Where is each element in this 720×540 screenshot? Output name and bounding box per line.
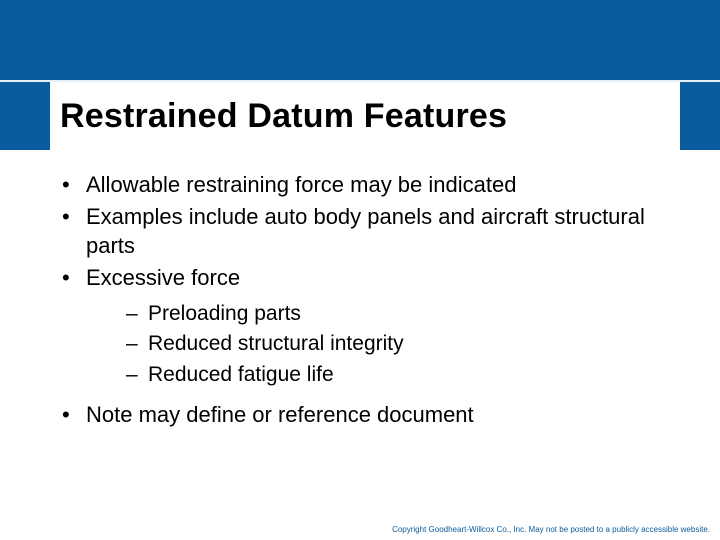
sub-bullet-item: Preloading parts xyxy=(126,299,680,329)
bullet-item: Note may define or reference document xyxy=(60,400,680,430)
copyright-footer: Copyright Goodheart-Willcox Co., Inc. Ma… xyxy=(392,525,710,534)
sub-bullet-text: Preloading parts xyxy=(148,302,301,325)
bullet-item: Allowable restraining force may be indic… xyxy=(60,170,680,200)
bullet-text: Allowable restraining force may be indic… xyxy=(86,172,516,197)
slide-body: Allowable restraining force may be indic… xyxy=(60,170,680,432)
bullet-text: Examples include auto body panels and ai… xyxy=(86,204,645,259)
slide-header: Restrained Datum Features xyxy=(0,0,720,150)
sub-bullet-item: Reduced structural integrity xyxy=(126,329,680,359)
sub-bullet-list: Preloading parts Reduced structural inte… xyxy=(126,299,680,390)
bullet-text: Note may define or reference document xyxy=(86,402,474,427)
sub-bullet-item: Reduced fatigue life xyxy=(126,360,680,390)
slide-title: Restrained Datum Features xyxy=(60,97,507,136)
bullet-list: Allowable restraining force may be indic… xyxy=(60,170,680,430)
bullet-text: Excessive force xyxy=(86,265,240,290)
bullet-item: Examples include auto body panels and ai… xyxy=(60,202,680,261)
sub-bullet-text: Reduced structural integrity xyxy=(148,332,404,355)
sub-bullet-text: Reduced fatigue life xyxy=(148,363,334,386)
bullet-item: Excessive force Preloading parts Reduced… xyxy=(60,263,680,390)
title-box: Restrained Datum Features xyxy=(50,82,680,150)
